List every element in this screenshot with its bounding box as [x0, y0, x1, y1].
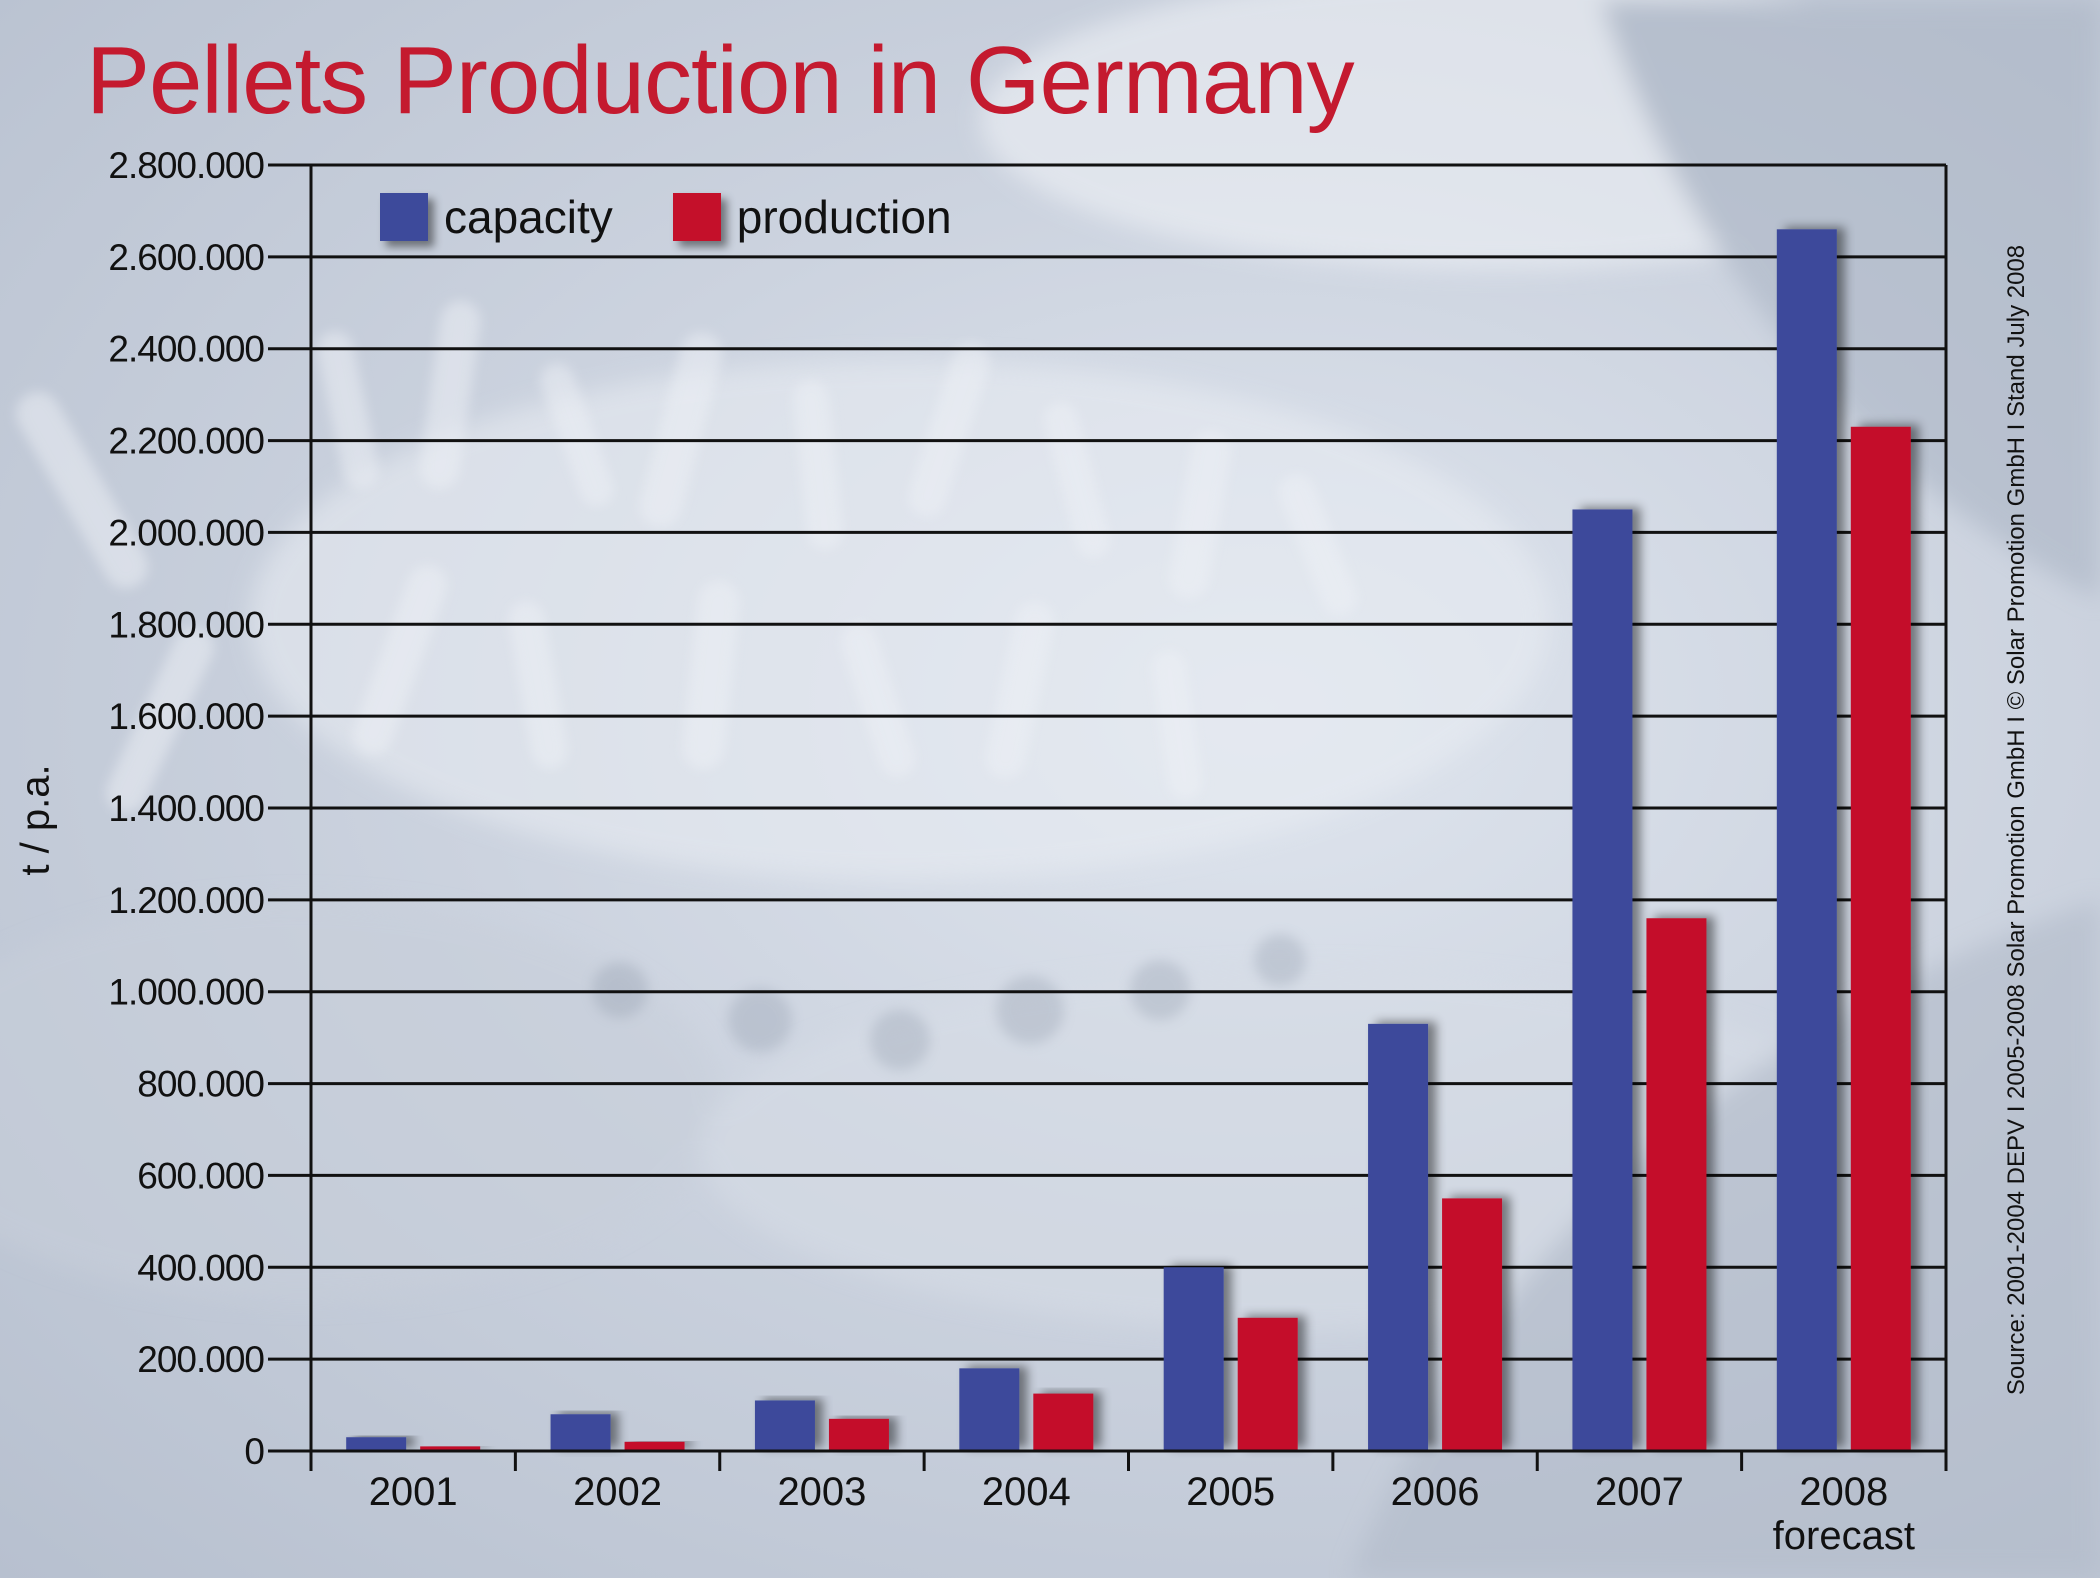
bar-capacity-2005 [1163, 1267, 1224, 1450]
x-tick-label: 2002 [573, 1470, 662, 1514]
x-tick-label: 2003 [777, 1470, 866, 1514]
bar-capacity-2006 [1368, 1023, 1429, 1450]
legend-label-production: production [736, 191, 952, 243]
y-tick-label: 800.000 [137, 1064, 264, 1105]
y-axis-ticks: 0 200.000 400.000 600.000 800.000 1.000.000 1.… [108, 145, 265, 1472]
y-tick-label: 2.800.000 [108, 145, 264, 186]
y-tick-label: 600.000 [137, 1155, 264, 1196]
legend-swatch-capacity [380, 193, 428, 241]
bar-production-2004 [1033, 1393, 1094, 1450]
legend-label-capacity: capacity [444, 191, 613, 243]
y-tick-label: 2.000.000 [108, 512, 264, 553]
bar-capacity-2002 [550, 1414, 611, 1450]
x-tick-label: 2005 [1186, 1470, 1275, 1514]
legend-swatch-production [672, 193, 721, 241]
x-tick-label: 2004 [982, 1470, 1071, 1514]
bar-capacity-2004 [959, 1368, 1020, 1450]
bar-capacity-2001 [346, 1437, 407, 1450]
chart-title: Pellets Production in Germany [86, 27, 1355, 134]
x-tick-label: 2001 [369, 1470, 458, 1514]
x-tick-label: 2008 [1799, 1470, 1888, 1514]
y-tick-label: 0 [244, 1431, 264, 1472]
y-tick-label: 1.800.000 [108, 604, 264, 645]
y-tick-label: 1.400.000 [108, 788, 264, 829]
y-tick-label: 1.600.000 [108, 696, 264, 737]
x-tick-label: 2006 [1391, 1470, 1480, 1514]
bar-production-2002 [624, 1441, 685, 1450]
y-tick-label: 2.400.000 [108, 329, 264, 370]
bar-production-2006 [1442, 1198, 1503, 1450]
axes [268, 165, 1948, 1471]
y-tick-label: 2.200.000 [108, 421, 264, 462]
bar-capacity-2008 [1776, 229, 1837, 1450]
bar-production-2003 [828, 1418, 889, 1450]
legend-item-capacity: capacity [380, 190, 613, 244]
legend-item-production: production [672, 190, 952, 244]
bar-production-2001 [420, 1446, 481, 1450]
bars [346, 229, 1911, 1450]
legend: capacity production [380, 190, 952, 244]
bar-capacity-2003 [754, 1400, 815, 1450]
bar-production-2008 [1850, 426, 1911, 1450]
y-tick-label: 1.000.000 [108, 972, 264, 1013]
x-tick-sublabel: forecast [1773, 1514, 1915, 1558]
bar-production-2007 [1646, 918, 1707, 1450]
bar-capacity-2007 [1572, 509, 1633, 1450]
y-tick-label: 200.000 [137, 1339, 264, 1380]
y-tick-label: 400.000 [137, 1247, 264, 1288]
y-tick-label: 1.200.000 [108, 880, 264, 921]
y-tick-label: 2.600.000 [108, 237, 264, 278]
x-tick-label: 2007 [1595, 1470, 1684, 1514]
bar-production-2005 [1237, 1317, 1298, 1450]
